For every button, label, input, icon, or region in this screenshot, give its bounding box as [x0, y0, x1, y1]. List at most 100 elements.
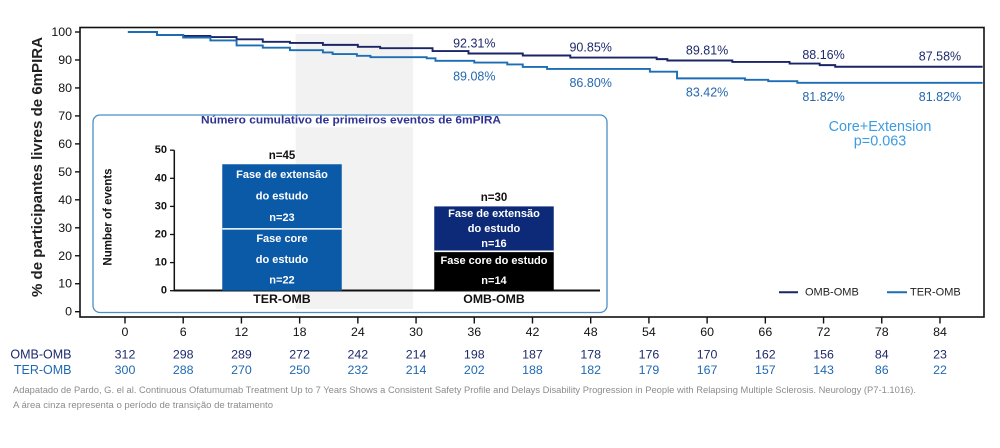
inset-bar-segment-label: n=14	[481, 275, 507, 287]
x-tick-label: 18	[293, 325, 307, 339]
x-tick-label: 84	[933, 325, 947, 339]
at-risk-count: 84	[875, 347, 889, 361]
inset-category-label: TER-OMB	[253, 292, 310, 306]
y-tick-label: 20	[58, 249, 72, 263]
at-risk-count: 170	[697, 347, 718, 361]
inset-y-tick-label: 40	[155, 172, 167, 184]
at-risk-count: 157	[755, 363, 776, 377]
at-risk-count: 289	[231, 347, 252, 361]
x-tick-label: 12	[235, 325, 249, 339]
at-risk-count: 270	[231, 363, 252, 377]
km-curve-ter-omb	[127, 31, 983, 84]
inset-bar-segment-label: n=22	[269, 274, 294, 286]
inset-bar-omb-omb-extension	[434, 206, 554, 252]
at-risk-count: 23	[933, 347, 947, 361]
inset-bar-total-label: n=45	[269, 150, 296, 162]
survival-annotation: 92.31%	[453, 37, 495, 51]
at-risk-count: 272	[289, 347, 310, 361]
inset-y-tick-label: 0	[161, 285, 167, 297]
inset-y-tick-label: 20	[155, 229, 167, 241]
legend-label: TER-OMB	[910, 287, 961, 299]
survival-annotation: 89.08%	[453, 70, 495, 84]
at-risk-count: 86	[875, 363, 889, 377]
inset-y-tick-label: 10	[155, 257, 167, 269]
inset-bar-segment-label: do estudo	[468, 223, 521, 235]
legend-label: OMB-OMB	[805, 287, 859, 299]
y-tick-label: 40	[58, 193, 72, 207]
x-tick-label: 36	[467, 325, 481, 339]
inset-y-axis-label: Number of events	[103, 168, 115, 265]
survival-annotation: 81.82%	[919, 90, 961, 104]
at-risk-count: 167	[697, 363, 718, 377]
at-risk-row-label: OMB-OMB	[10, 347, 71, 361]
inset-bar-omb-omb-core	[434, 251, 554, 291]
inset-y-tick-label: 50	[155, 144, 167, 156]
at-risk-count: 232	[348, 363, 369, 377]
x-tick-label: 60	[700, 325, 714, 339]
at-risk-count: 179	[639, 363, 660, 377]
survival-annotation: 88.16%	[802, 48, 844, 62]
at-risk-count: 250	[289, 363, 310, 377]
inset-bar-segment-label: Fase core	[256, 233, 307, 245]
y-axis-label: % de participantes livres de 6mPIRA	[30, 36, 46, 297]
x-tick-label: 66	[758, 325, 772, 339]
km-curve-omb-omb	[127, 31, 983, 68]
inset-bar-ter-omb-extension	[222, 164, 342, 229]
at-risk-count: 182	[580, 363, 601, 377]
at-risk-count: 156	[813, 347, 834, 361]
inset-bar-total-label: n=30	[481, 192, 508, 204]
x-tick-label: 54	[642, 325, 656, 339]
x-tick-label: 72	[817, 325, 831, 339]
x-tick-label: 48	[584, 325, 598, 339]
at-risk-count: 242	[348, 347, 369, 361]
survival-annotation: 87.58%	[919, 50, 961, 64]
at-risk-count: 202	[464, 363, 485, 377]
survival-annotation: 89.81%	[686, 44, 728, 58]
inset-title: Número cumulativo de primeiros eventos d…	[201, 115, 501, 127]
y-tick-label: 60	[58, 137, 72, 151]
y-tick-label: 80	[58, 81, 72, 95]
x-tick-label: 6	[180, 325, 187, 339]
y-tick-label: 90	[58, 53, 72, 67]
survival-annotation: 86.80%	[569, 76, 611, 90]
x-tick-label: 24	[351, 325, 365, 339]
p-value-label: p=0.063	[854, 134, 906, 150]
y-tick-label: 70	[58, 109, 72, 123]
inset-bar-segment-label: Fase de extensão	[448, 208, 540, 220]
statistics-label: Core+Extension	[829, 119, 932, 135]
at-risk-count: 188	[522, 363, 543, 377]
survival-annotation: 83.42%	[686, 85, 728, 99]
at-risk-count: 198	[464, 347, 485, 361]
at-risk-count: 300	[115, 363, 136, 377]
y-tick-label: 100	[51, 25, 72, 39]
x-tick-label: 30	[409, 325, 423, 339]
x-tick-label: 78	[875, 325, 889, 339]
at-risk-count: 176	[639, 347, 660, 361]
y-tick-label: 30	[58, 221, 72, 235]
survival-annotation: 81.82%	[802, 90, 844, 104]
at-risk-count: 312	[115, 347, 136, 361]
inset-bar-segment-label: do estudo	[256, 254, 309, 266]
at-risk-count: 162	[755, 347, 776, 361]
inset-bar-ter-omb-core	[222, 228, 342, 291]
inset-bar-segment-label: n=16	[481, 238, 506, 250]
at-risk-count: 298	[173, 347, 194, 361]
footnote-source: Adapatado de Pardo, G. el al. Continuous…	[13, 385, 916, 395]
inset-bar-segment-label: n=23	[269, 212, 294, 224]
inset-frame	[92, 114, 608, 314]
y-tick-label: 0	[65, 305, 72, 319]
inset-bar-segment-label: do estudo	[256, 191, 309, 203]
y-tick-label: 10	[58, 277, 72, 291]
inset-y-tick-label: 30	[155, 200, 167, 212]
at-risk-count: 288	[173, 363, 194, 377]
x-tick-label: 0	[122, 325, 129, 339]
at-risk-count: 187	[522, 347, 543, 361]
x-tick-label: 42	[526, 325, 540, 339]
y-tick-label: 50	[58, 165, 72, 179]
at-risk-count: 178	[580, 347, 601, 361]
inset-bar-segment-label: Fase core do estudo	[441, 255, 548, 267]
inset-title-background	[94, 115, 606, 128]
at-risk-count: 143	[813, 363, 834, 377]
at-risk-row-label: TER-OMB	[14, 363, 72, 377]
